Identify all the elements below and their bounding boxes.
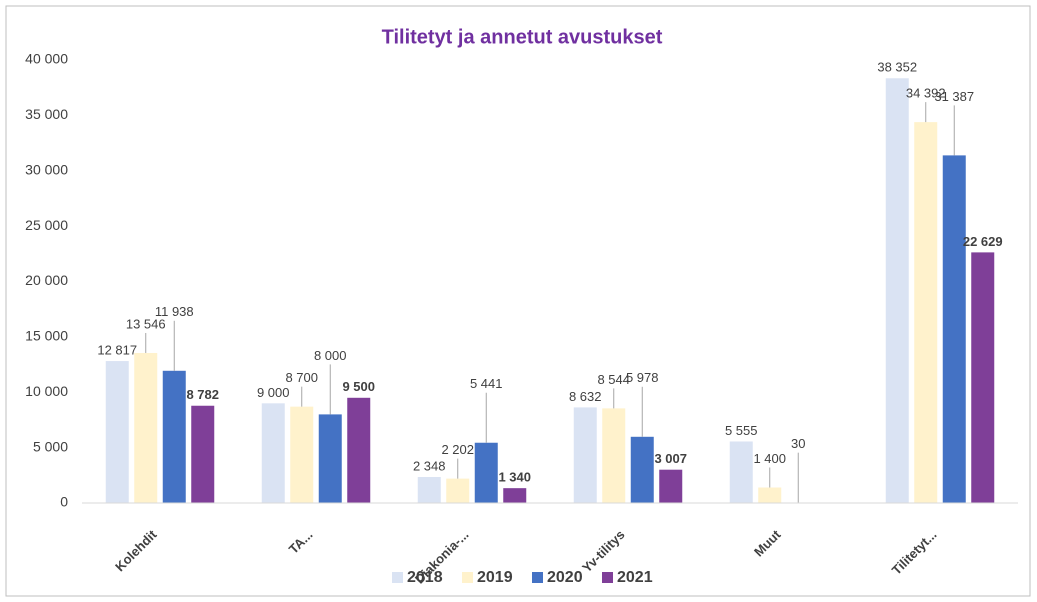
- bar: [474, 442, 498, 503]
- data-label: 8 632: [569, 389, 602, 404]
- data-label: 8 000: [314, 348, 347, 363]
- y-tick-label: 30 000: [25, 161, 68, 177]
- bar: [914, 122, 938, 504]
- bar: [446, 478, 470, 503]
- data-label: 8 782: [186, 387, 219, 402]
- legend-swatch: [532, 572, 543, 583]
- data-label: 38 352: [877, 60, 917, 75]
- data-label: 2 348: [413, 458, 446, 473]
- data-label: 11 938: [155, 304, 194, 319]
- y-tick-label: 10 000: [25, 383, 68, 399]
- data-label: 8 700: [285, 370, 318, 385]
- data-label: 31 387: [934, 89, 974, 104]
- data-label: 1 400: [753, 451, 786, 466]
- bar: [134, 352, 158, 503]
- chart-border: [5, 5, 1031, 597]
- data-label: 3 007: [654, 451, 687, 466]
- bar: [630, 436, 654, 503]
- data-label: 12 817: [97, 342, 137, 357]
- bar: [758, 487, 782, 503]
- y-tick-label: 25 000: [25, 217, 68, 233]
- chart-title: Tilitetyt ja annetut avustukset: [382, 26, 663, 48]
- bar: [729, 441, 753, 503]
- data-label: 2 202: [441, 442, 474, 457]
- legend-label: 2019: [477, 569, 513, 586]
- bar: [659, 469, 683, 503]
- legend-label: 2020: [547, 569, 583, 586]
- legend-swatch: [392, 572, 403, 583]
- y-tick-label: 40 000: [25, 51, 68, 67]
- bar: [261, 403, 285, 503]
- bar: [318, 414, 342, 503]
- bar: [885, 78, 909, 504]
- legend-label: 2018: [407, 569, 443, 586]
- data-label: 5 555: [725, 423, 758, 438]
- y-tick-label: 0: [60, 494, 68, 510]
- data-label: 9 500: [342, 379, 375, 394]
- data-label: 5 978: [626, 370, 659, 385]
- data-label: 34 392: [906, 86, 946, 101]
- bar: [417, 476, 441, 503]
- y-tick-label: 15 000: [25, 328, 68, 344]
- bar: [942, 155, 966, 503]
- bar: [290, 406, 314, 503]
- data-label: 8 544: [597, 372, 630, 387]
- bar: [573, 407, 597, 503]
- bar: [162, 370, 186, 503]
- legend-swatch: [602, 572, 613, 583]
- bar: [503, 488, 527, 503]
- bar: [971, 252, 995, 503]
- legend-swatch: [462, 572, 473, 583]
- data-label: 1 340: [498, 470, 531, 485]
- data-label: 30: [791, 436, 805, 451]
- legend-label: 2021: [617, 569, 653, 586]
- y-tick-label: 35 000: [25, 106, 68, 122]
- bar: [105, 361, 129, 503]
- y-tick-label: 5 000: [33, 438, 68, 454]
- bar: [347, 397, 371, 503]
- data-label: 13 546: [126, 316, 166, 331]
- data-label: 9 000: [257, 385, 290, 400]
- data-label: 22 629: [963, 234, 1003, 249]
- bar: [191, 405, 215, 503]
- data-label: 5 441: [470, 376, 503, 391]
- bar: [602, 408, 626, 503]
- y-tick-label: 20 000: [25, 272, 68, 288]
